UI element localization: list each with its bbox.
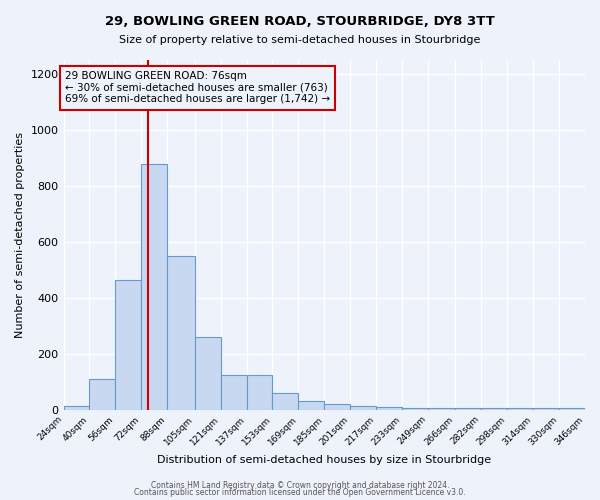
Bar [455, 408, 481, 410]
Bar [481, 408, 507, 410]
Text: Size of property relative to semi-detached houses in Stourbridge: Size of property relative to semi-detach… [119, 35, 481, 45]
Y-axis label: Number of semi-detached properties: Number of semi-detached properties [15, 132, 25, 338]
Bar [428, 408, 455, 410]
Bar [507, 408, 533, 410]
Bar [89, 379, 115, 410]
Bar [167, 256, 195, 410]
Bar [141, 164, 167, 410]
Text: Contains public sector information licensed under the Open Government Licence v3: Contains public sector information licen… [134, 488, 466, 497]
X-axis label: Distribution of semi-detached houses by size in Stourbridge: Distribution of semi-detached houses by … [157, 455, 491, 465]
Bar [298, 402, 324, 409]
Text: Contains HM Land Registry data © Crown copyright and database right 2024.: Contains HM Land Registry data © Crown c… [151, 480, 449, 490]
Bar [64, 406, 89, 409]
Bar [402, 408, 428, 410]
Bar [376, 407, 402, 410]
Bar [272, 393, 298, 409]
Bar [247, 374, 272, 410]
Bar [195, 337, 221, 409]
Bar [115, 280, 141, 409]
Bar [350, 406, 376, 409]
Bar [533, 408, 559, 410]
Text: 29, BOWLING GREEN ROAD, STOURBRIDGE, DY8 3TT: 29, BOWLING GREEN ROAD, STOURBRIDGE, DY8… [105, 15, 495, 28]
Text: 29 BOWLING GREEN ROAD: 76sqm
← 30% of semi-detached houses are smaller (763)
69%: 29 BOWLING GREEN ROAD: 76sqm ← 30% of se… [65, 71, 330, 104]
Bar [221, 374, 247, 410]
Bar [324, 404, 350, 409]
Bar [559, 408, 585, 410]
